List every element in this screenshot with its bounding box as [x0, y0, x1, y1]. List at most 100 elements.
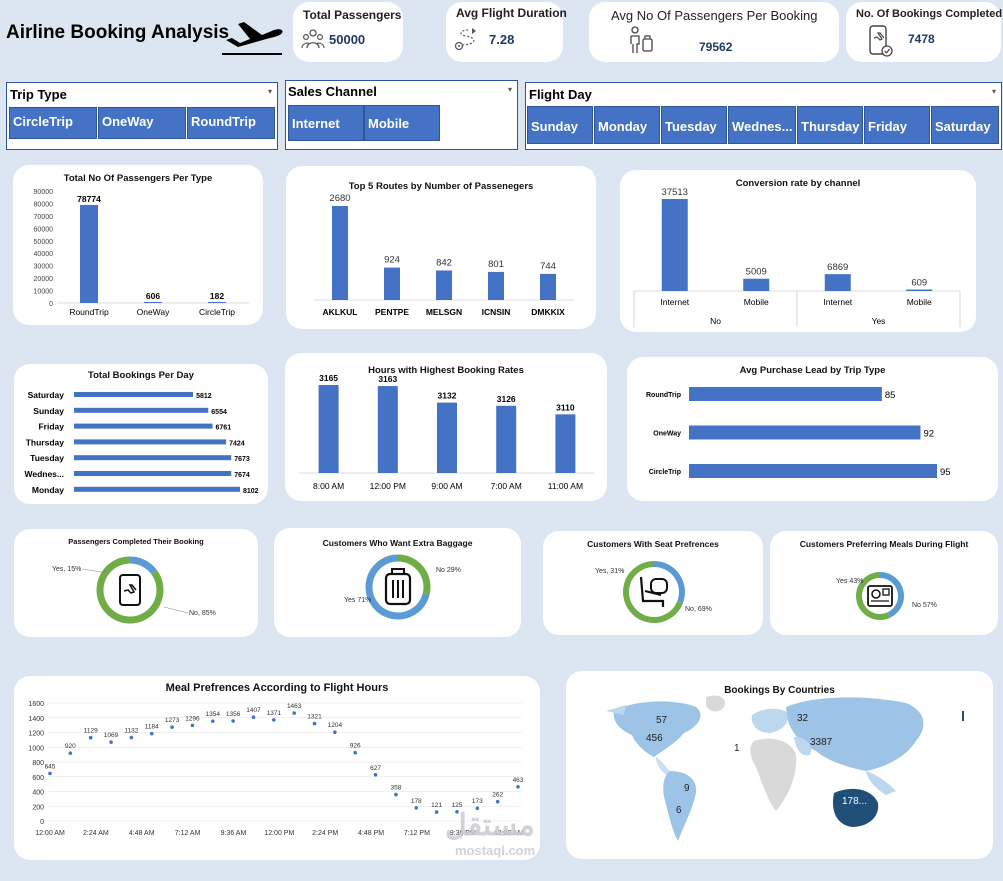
data-label: 125: [452, 802, 463, 809]
data-label: 1356: [226, 711, 241, 718]
slicer-option-saturday[interactable]: Saturday: [931, 106, 999, 144]
x-tick-label: 4:48 PM: [358, 830, 384, 837]
x-tick-label: Mobile: [744, 297, 769, 307]
slicer-option-wednesday[interactable]: Wednes...: [728, 106, 796, 144]
slicer-option-oneway[interactable]: OneWay: [98, 107, 186, 139]
x-tick-label: 12:00 PM: [370, 481, 406, 491]
y-tick-label: 60000: [34, 226, 54, 233]
bar: [384, 267, 400, 300]
slicer-option-monday[interactable]: Monday: [594, 106, 660, 144]
y-tick-label: 50000: [34, 239, 54, 246]
y-tick-label: 30000: [34, 264, 54, 271]
x-tick-label: PENTPE: [375, 307, 409, 317]
donut-ring: [623, 561, 685, 623]
map-region-australia: [832, 788, 879, 827]
map-region-north-america: [613, 701, 701, 757]
bar: [906, 289, 933, 291]
data-point: [414, 806, 419, 810]
data-point: [129, 735, 134, 740]
donut-segment: [879, 572, 904, 618]
data-label: 7674: [234, 472, 250, 479]
data-point: [292, 711, 296, 715]
data-label: 744: [540, 261, 556, 272]
bar: [555, 414, 576, 473]
chart-title: Passengers Completed Their Booking: [68, 537, 204, 546]
data-label: 1204: [328, 722, 343, 729]
passengers-per-type-chart: 0 10000 20000 30000 40000 50000 60000 70000 8000…: [34, 189, 249, 317]
x-tick-label: 12:00 PM: [264, 830, 294, 837]
data-label: 78774: [77, 194, 101, 204]
data-point: [170, 725, 174, 729]
y-tick-label: CircleTrip: [649, 469, 681, 476]
chart-title: Bookings By Countries: [724, 685, 835, 696]
slicer-option-circletrip[interactable]: CircleTrip: [9, 107, 97, 139]
watermark-url: mostaql.com: [455, 843, 536, 858]
chart-title: Top 5 Routes by Number of Passenegers: [348, 181, 534, 192]
data-label: 3132: [438, 391, 457, 401]
filter-clear-icon[interactable]: ▾: [267, 87, 272, 96]
x-tick-label: 9:36 AM: [221, 830, 247, 837]
y-tick-label: 0: [49, 301, 53, 308]
donut-segment: [623, 561, 683, 623]
chart-card-meal-by-hour: Meal Prefrences According to Flight Hour…: [14, 676, 540, 860]
slicer-title: Sales Channel: [288, 84, 377, 99]
data-point: [333, 730, 337, 735]
chart-title: Conversion rate by channel: [735, 178, 861, 189]
map-label: 1: [734, 743, 740, 754]
chart-card-passengers-per-type: Total No Of Passengers Per Type 0 10000 20…: [13, 165, 263, 325]
y-tick-label: 1600: [28, 701, 44, 708]
kpi-title: No. Of Bookings Completed: [856, 8, 1003, 20]
data-label: 3126: [497, 394, 516, 404]
y-tick-label: 10000: [34, 289, 54, 296]
slicer-option-friday[interactable]: Friday: [864, 106, 930, 144]
chart-title: Customers Who Want Extra Baggage: [322, 538, 473, 548]
donut-ring: [96, 556, 164, 624]
x-tick-label: Internet: [823, 297, 852, 307]
slicer-option-sunday[interactable]: Sunday: [527, 106, 593, 144]
data-point: [88, 735, 93, 740]
x-tick-label: 11:00 AM: [548, 481, 583, 491]
x-tick-label: 7:00 AM: [491, 481, 522, 491]
data-point: [68, 751, 73, 755]
y-tick-label: 0: [40, 819, 44, 826]
filter-clear-icon[interactable]: ▾: [991, 87, 996, 96]
data-label: 801: [488, 259, 504, 270]
chart-card-conversion-rate: Conversion rate by channel 37513 Internet…: [620, 170, 976, 332]
slicer-option-internet[interactable]: Internet: [288, 105, 364, 141]
data-label: 627: [370, 765, 381, 772]
slicer-option-tuesday[interactable]: Tuesday: [661, 106, 727, 144]
sales-channel-slicer: Sales Channel ▾ Internet Mobile: [285, 80, 518, 150]
x-tick-label: 4:48 AM: [129, 830, 155, 837]
donut-segment: [129, 556, 158, 575]
bar: [144, 302, 162, 303]
luggage-icon: [384, 568, 412, 606]
bar: [74, 423, 213, 429]
slicer-option-thursday[interactable]: Thursday: [797, 106, 863, 144]
data-label: 92: [923, 429, 934, 440]
slicer-option-mobile[interactable]: Mobile: [364, 105, 440, 141]
data-label: 173: [472, 798, 483, 805]
x-tick-label: Internet: [660, 297, 689, 307]
map-legend: [962, 711, 964, 721]
y-tick-label: 200: [32, 804, 44, 811]
data-label: 182: [210, 291, 224, 301]
data-point: [210, 719, 215, 723]
y-tick-label: 1400: [28, 716, 44, 723]
y-tick-label: 800: [32, 760, 44, 767]
x-tick-label: AKLKUL: [323, 307, 358, 317]
kpi-value: 50000: [329, 32, 366, 47]
filter-clear-icon[interactable]: ▾: [507, 85, 512, 94]
data-point: [109, 740, 113, 744]
x-tick-label: 12:00 AM: [494, 830, 524, 837]
slicer-option-roundtrip[interactable]: RoundTrip: [187, 107, 275, 139]
bar: [661, 199, 688, 291]
donut-segment: [365, 554, 430, 620]
y-tick-label: Monday: [32, 485, 64, 495]
bar: [437, 402, 457, 473]
data-label: 178: [411, 798, 422, 805]
bar: [332, 206, 348, 300]
data-label: 1069: [104, 732, 119, 739]
data-label: 1129: [84, 728, 98, 735]
map-region-middle-east: [794, 737, 812, 756]
data-label: 645: [45, 763, 56, 770]
